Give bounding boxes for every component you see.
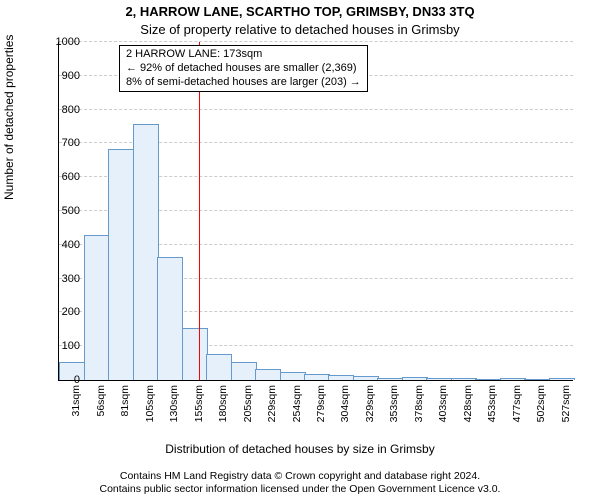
x-tick-label: 81sqm bbox=[119, 385, 131, 435]
y-tick-label: 300 bbox=[40, 273, 80, 285]
plot-area: 2 HARROW LANE: 173sqm ← 92% of detached … bbox=[58, 42, 573, 381]
histogram-bar bbox=[182, 328, 208, 380]
histogram-bar bbox=[328, 375, 354, 380]
x-tick-label: 229sqm bbox=[266, 385, 278, 435]
x-tick-label: 205sqm bbox=[242, 385, 254, 435]
histogram-bar bbox=[377, 378, 403, 380]
x-tick-label: 279sqm bbox=[315, 385, 327, 435]
histogram-bar bbox=[133, 124, 159, 380]
y-axis-label: Number of detached properties bbox=[2, 35, 16, 200]
y-tick-label: 1000 bbox=[40, 36, 80, 48]
histogram-bar bbox=[500, 378, 526, 380]
histogram-bar bbox=[304, 374, 330, 380]
chart-container: 2, HARROW LANE, SCARTHO TOP, GRIMSBY, DN… bbox=[0, 0, 600, 500]
x-tick-label: 130sqm bbox=[168, 385, 180, 435]
histogram-bar bbox=[475, 379, 501, 380]
chart-subtitle: Size of property relative to detached ho… bbox=[0, 22, 600, 37]
gridline bbox=[59, 109, 573, 110]
y-tick-label: 600 bbox=[40, 171, 80, 183]
x-tick-label: 180sqm bbox=[217, 385, 229, 435]
annotation-line-2: ← 92% of detached houses are smaller (2,… bbox=[126, 62, 361, 76]
x-tick-label: 155sqm bbox=[193, 385, 205, 435]
x-axis-label: Distribution of detached houses by size … bbox=[0, 442, 600, 456]
x-tick-label: 329sqm bbox=[364, 385, 376, 435]
x-tick-label: 56sqm bbox=[95, 385, 107, 435]
y-tick-label: 700 bbox=[40, 137, 80, 149]
x-tick-label: 428sqm bbox=[462, 385, 474, 435]
y-tick-label: 800 bbox=[40, 104, 80, 116]
x-tick-label: 304sqm bbox=[339, 385, 351, 435]
x-tick-label: 527sqm bbox=[560, 385, 572, 435]
marker-line bbox=[199, 42, 200, 380]
histogram-bar bbox=[108, 149, 134, 380]
y-tick-label: 500 bbox=[40, 205, 80, 217]
x-tick-label: 31sqm bbox=[70, 385, 82, 435]
marker-annotation: 2 HARROW LANE: 173sqm ← 92% of detached … bbox=[119, 45, 368, 92]
footer: Contains HM Land Registry data © Crown c… bbox=[0, 470, 600, 496]
x-tick-label: 502sqm bbox=[535, 385, 547, 435]
histogram-bar bbox=[84, 235, 110, 380]
x-tick-label: 403sqm bbox=[437, 385, 449, 435]
x-tick-label: 105sqm bbox=[144, 385, 156, 435]
y-tick-label: 100 bbox=[40, 340, 80, 352]
x-tick-label: 353sqm bbox=[388, 385, 400, 435]
histogram-bar bbox=[157, 257, 183, 380]
histogram-bar bbox=[402, 377, 428, 380]
gridline bbox=[59, 41, 573, 42]
x-tick-label: 477sqm bbox=[511, 385, 523, 435]
footer-line-2: Contains public sector information licen… bbox=[0, 483, 600, 496]
histogram-bar bbox=[451, 378, 477, 380]
annotation-line-3: 8% of semi-detached houses are larger (2… bbox=[126, 76, 361, 90]
x-tick-label: 378sqm bbox=[413, 385, 425, 435]
histogram-bar bbox=[255, 369, 281, 380]
histogram-bar bbox=[280, 372, 306, 380]
y-tick-label: 200 bbox=[40, 306, 80, 318]
y-tick-label: 900 bbox=[40, 70, 80, 82]
histogram-bar bbox=[231, 362, 257, 380]
footer-line-1: Contains HM Land Registry data © Crown c… bbox=[0, 470, 600, 483]
histogram-bar bbox=[353, 376, 379, 380]
x-tick-label: 453sqm bbox=[486, 385, 498, 435]
y-tick-label: 400 bbox=[40, 239, 80, 251]
histogram-bar bbox=[549, 378, 575, 380]
x-tick-label: 254sqm bbox=[291, 385, 303, 435]
histogram-bar bbox=[426, 378, 452, 380]
address-title: 2, HARROW LANE, SCARTHO TOP, GRIMSBY, DN… bbox=[0, 4, 600, 19]
histogram-bar bbox=[206, 354, 232, 380]
histogram-bar bbox=[524, 379, 550, 380]
annotation-line-1: 2 HARROW LANE: 173sqm bbox=[126, 48, 361, 62]
